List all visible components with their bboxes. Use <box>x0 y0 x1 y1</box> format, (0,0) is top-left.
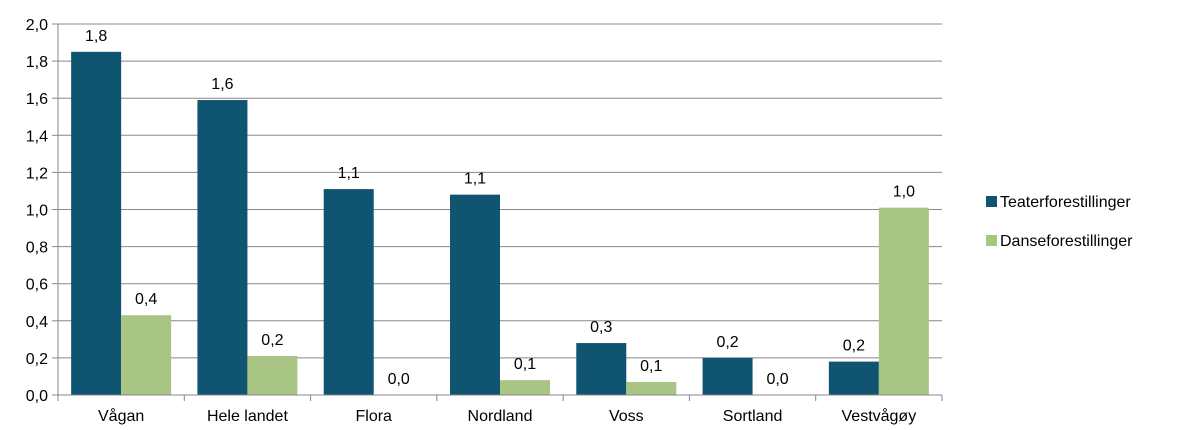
data-label: 1,8 <box>85 28 107 45</box>
legend: Teaterforestillinger Danseforestillinger <box>986 194 1133 250</box>
y-axis: 0,0 0,2 0,4 0,6 0,8 1,0 1,2 1,4 1,6 1,8 2,0 <box>26 17 59 405</box>
bar-danse <box>500 380 550 395</box>
bar-danse <box>878 207 929 395</box>
y-tick-label: 1,2 <box>26 165 48 182</box>
bar-danse <box>247 356 298 395</box>
y-tick-label: 1,8 <box>26 54 48 71</box>
legend-label: Teaterforestillinger <box>1000 194 1131 211</box>
data-label: 0,4 <box>135 291 157 308</box>
legend-swatch <box>986 196 997 207</box>
bar-teater <box>197 100 248 396</box>
y-tick-label: 0,2 <box>26 351 48 368</box>
y-tick-label: 1,0 <box>26 203 48 220</box>
x-tick-label: Vestvågøy <box>842 407 917 425</box>
y-tick-label: 1,6 <box>26 91 48 108</box>
y-tick-label: 0,6 <box>26 277 48 294</box>
bar-danse <box>121 315 172 395</box>
y-tick-label: 0,4 <box>26 314 48 331</box>
data-label: 1,6 <box>211 76 233 93</box>
y-tick-label: 1,4 <box>26 128 48 145</box>
bar-teater <box>450 194 500 395</box>
bar-teater <box>828 361 879 395</box>
data-label: 0,1 <box>514 356 536 373</box>
x-tick-label: Sortland <box>723 408 783 425</box>
y-tick-label: 0,8 <box>26 240 48 257</box>
data-label: 1,1 <box>464 171 486 188</box>
bar-teater <box>576 343 627 395</box>
y-tick-label: 2,0 <box>26 17 48 34</box>
bar-teater <box>71 51 122 395</box>
data-label: 0,2 <box>716 334 738 351</box>
bar-teater <box>702 357 753 395</box>
data-label: 1,1 <box>338 165 360 182</box>
y-tick-label: 0,0 <box>26 388 48 405</box>
data-labels: 1,8 0,4 1,6 0,2 1,1 0,0 1,1 0,1 0,3 0,1 0,2 0,0 0,2 1… <box>85 28 915 388</box>
legend-swatch <box>986 235 997 246</box>
data-label: 0,0 <box>388 371 410 388</box>
x-tick-label: Flora <box>355 408 392 425</box>
legend-label: Danseforestillinger <box>1000 233 1133 250</box>
x-axis: Vågan Hele landet Flora Nordland Voss Sortlan… <box>57 394 943 425</box>
x-tick-label: Nordland <box>468 408 533 425</box>
data-label: 0,2 <box>261 332 283 349</box>
bars <box>71 51 929 396</box>
data-label: 0,0 <box>766 371 788 388</box>
data-label: 0,3 <box>590 319 612 336</box>
bar-teater <box>323 189 374 395</box>
data-label: 0,1 <box>640 358 662 375</box>
x-tick-label: Hele landet <box>207 408 289 425</box>
data-label: 1,0 <box>893 184 915 201</box>
x-tick-label: Voss <box>609 408 644 425</box>
data-label: 0,2 <box>843 338 865 355</box>
bar-danse <box>626 382 677 395</box>
x-tick-label: Vågan <box>98 407 144 425</box>
